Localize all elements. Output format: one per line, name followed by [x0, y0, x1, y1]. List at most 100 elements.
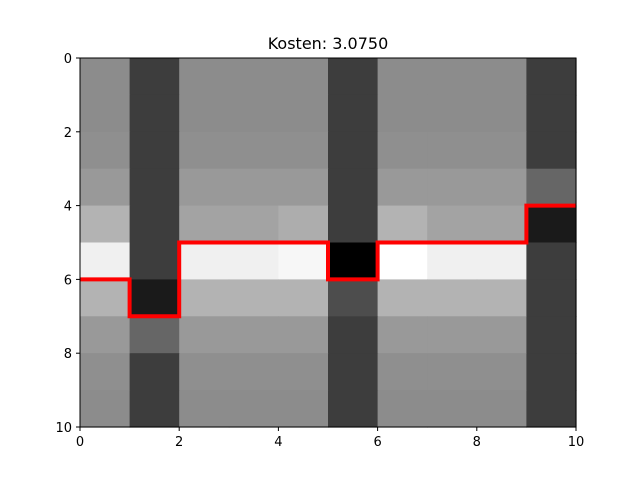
heatmap-cell [377, 94, 428, 133]
heatmap-cell [427, 94, 478, 133]
y-tick-label: 2 [64, 126, 72, 141]
heatmap-cell [427, 242, 478, 280]
x-tick-label: 6 [373, 435, 381, 450]
heatmap-cell [427, 205, 478, 244]
heatmap-cell [129, 279, 180, 317]
heatmap-cell [328, 94, 379, 133]
heatmap-cell [328, 353, 379, 391]
y-tick-label: 4 [64, 200, 72, 215]
heatmap-cell [179, 168, 230, 207]
heatmap-cell [278, 94, 329, 133]
y-tick-label: 6 [64, 273, 72, 288]
heatmap-cell [476, 131, 527, 170]
heatmap-cell [328, 168, 379, 207]
heatmap-cell [377, 242, 428, 280]
heatmap-cell [80, 58, 131, 96]
heatmap-cell [476, 205, 527, 244]
heatmap-cell [228, 58, 279, 96]
heatmap-cell [377, 168, 428, 207]
heatmap-cell [377, 316, 428, 354]
heatmap-cell [278, 316, 329, 354]
heatmap-cell [179, 316, 230, 354]
heatmap-cell [278, 58, 329, 96]
heatmap-cell [476, 58, 527, 96]
heatmap-cell [228, 131, 279, 170]
heatmap-cell [228, 168, 279, 207]
plot-frame [79, 57, 577, 428]
heatmap-cell [476, 279, 527, 317]
heatmap-cells [80, 58, 577, 428]
heatmap-cell [228, 390, 279, 428]
heatmap-cell [228, 242, 279, 280]
y-axis: 0 2 4 6 8 10 [55, 52, 80, 436]
heatmap-cell [228, 94, 279, 133]
heatmap-cell [278, 131, 329, 170]
chart-title: Kosten: 3.0750 [268, 34, 389, 53]
heatmap-cell [328, 131, 379, 170]
heatmap-cell [377, 390, 428, 428]
heatmap-cell [476, 94, 527, 133]
heatmap-cell [129, 316, 180, 354]
heatmap-cell [80, 316, 131, 354]
heatmap-cell [328, 242, 379, 280]
heatmap-cell [228, 279, 279, 317]
heatmap-cell [129, 242, 180, 280]
heatmap-cell [526, 242, 577, 280]
heatmap-cell [476, 316, 527, 354]
heatmap-cell [80, 242, 131, 280]
heatmap-cell [179, 94, 230, 133]
x-tick-label: 2 [175, 435, 183, 450]
heatmap-cell [278, 242, 329, 280]
heatmap-cell [377, 279, 428, 317]
heatmap-cell [427, 316, 478, 354]
heatmap-cell [80, 390, 131, 428]
heatmap-cell [476, 242, 527, 280]
heatmap-cell [129, 94, 180, 133]
heatmap-cell [129, 168, 180, 207]
heatmap-cell [526, 168, 577, 207]
heatmap-cell [526, 279, 577, 317]
heatmap-cell [427, 131, 478, 170]
heatmap-cell [328, 316, 379, 354]
heatmap-cell [278, 205, 329, 244]
heatmap-cell [526, 390, 577, 428]
heatmap-cell [526, 131, 577, 170]
heatmap-cell [278, 168, 329, 207]
heatmap-cell [526, 94, 577, 133]
x-tick-label: 8 [473, 435, 481, 450]
heatmap-cell [427, 58, 478, 96]
path-line [80, 203, 576, 319]
heatmap-cell [80, 94, 131, 133]
x-tick-label: 0 [76, 435, 84, 450]
heatmap-cell [377, 205, 428, 244]
heatmap-cell [328, 279, 379, 317]
heatmap-cell [80, 131, 131, 170]
heatmap-cell [179, 390, 230, 428]
heatmap-cell [129, 205, 180, 244]
heatmap-cell [80, 279, 131, 317]
heatmap-cell [228, 353, 279, 391]
heatmap-cell [526, 58, 577, 96]
y-tick-label: 8 [64, 347, 72, 362]
heatmap-cell [129, 390, 180, 428]
heatmap-cell [476, 390, 527, 428]
heatmap-cell [427, 353, 478, 391]
heatmap-cell [328, 205, 379, 244]
heatmap-cell [526, 205, 577, 244]
heatmap-cell [179, 131, 230, 170]
x-tick-label: 4 [274, 435, 282, 450]
heatmap-cell [228, 316, 279, 354]
heatmap-cell [328, 58, 379, 96]
heatmap-cell [377, 58, 428, 96]
heatmap-cell [427, 390, 478, 428]
heatmap-cell [129, 58, 180, 96]
x-tick-label: 10 [568, 435, 585, 450]
heatmap-cell [526, 316, 577, 354]
heatmap-cell [526, 353, 577, 391]
heatmap-cell [427, 279, 478, 317]
heatmap-cell [328, 390, 379, 428]
y-tick-label: 10 [55, 421, 72, 436]
heatmap-cell [476, 353, 527, 391]
x-axis: 0 2 4 6 8 10 [76, 427, 584, 450]
